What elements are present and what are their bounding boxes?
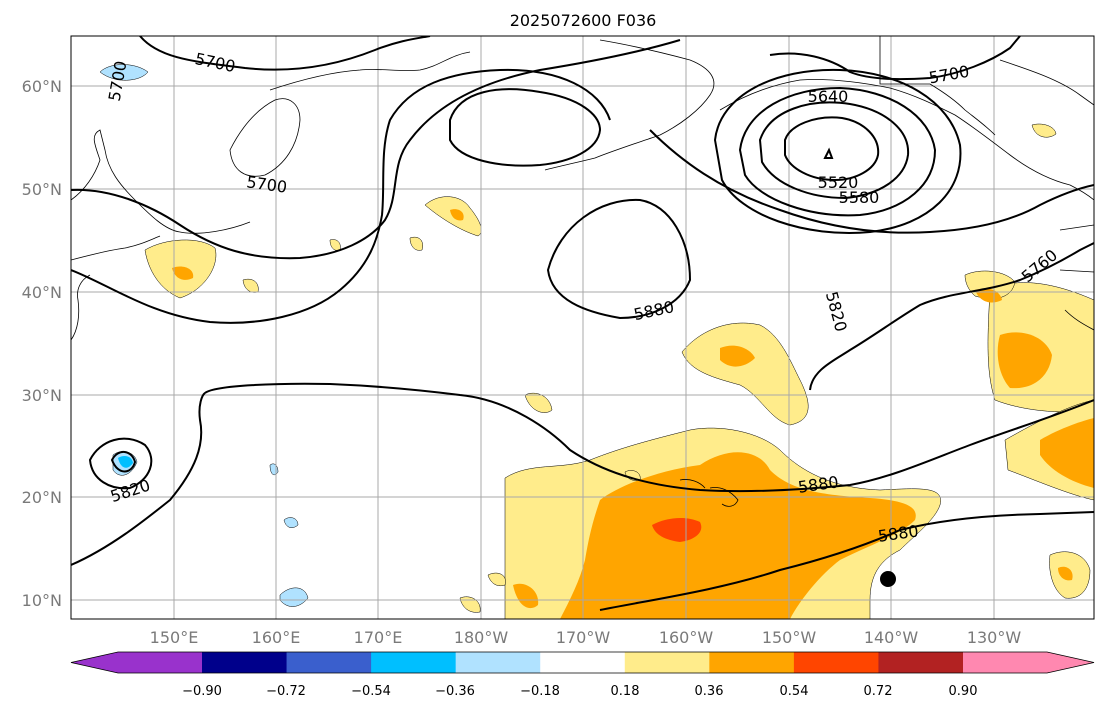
colorbar-outline <box>70 651 1095 674</box>
colorbar-segment <box>286 652 372 673</box>
lat-label: 40°N <box>22 283 62 302</box>
coastlines <box>71 36 1094 507</box>
longitude-labels: 150°E 160°E 170°E 180°W 170°W 160°W 150°… <box>150 628 1022 647</box>
colorbar-segment <box>455 652 541 673</box>
contour-label: 5520 <box>818 173 859 192</box>
lat-label: 50°N <box>22 180 62 199</box>
lon-label: 160°W <box>659 628 714 647</box>
shaded-field-orange <box>172 209 1094 619</box>
colorbar-segment <box>371 652 457 673</box>
gridlines <box>71 36 1094 619</box>
lon-label: 170°E <box>354 628 403 647</box>
shaded-field-red-orange <box>652 518 702 542</box>
colorbar-tick-label: −0.18 <box>520 684 560 699</box>
colorbar-tick-label: 0.18 <box>611 684 640 699</box>
lat-label: 20°N <box>22 488 62 507</box>
shaded-field-blue <box>118 455 133 468</box>
colorbar-segment <box>540 652 626 673</box>
colorbar-tick-label: −0.54 <box>351 684 391 699</box>
lon-label: 170°W <box>556 628 611 647</box>
lat-label: 30°N <box>22 386 62 405</box>
latitude-labels: 60°N 50°N 40°N 30°N 20°N 10°N <box>22 77 62 610</box>
storm-center-dot <box>880 571 896 587</box>
colorbar-tick-label: 0.72 <box>864 684 893 699</box>
colorbar-tick-label: −0.72 <box>266 684 306 699</box>
lon-label: 140°W <box>864 628 919 647</box>
colorbar-tick-label: 0.90 <box>949 684 978 699</box>
colorbar-segment <box>878 652 964 673</box>
contour-label: 5640 <box>808 87 849 106</box>
map-frame <box>70 35 1095 620</box>
colorbar-tick-label: −0.36 <box>435 684 475 699</box>
map-title: 2025072600 F036 <box>510 11 657 30</box>
contour-label: 5580 <box>839 188 880 207</box>
colorbar-segment <box>624 652 710 673</box>
lat-label: 60°N <box>22 77 62 96</box>
colorbar-tick-label: 0.54 <box>780 684 809 699</box>
colorbar-tick-label: −0.90 <box>182 684 222 699</box>
colorbar-extend-high <box>963 652 1094 673</box>
lon-label: 150°W <box>762 628 817 647</box>
colorbar <box>70 651 1095 674</box>
colorbar-segment <box>709 652 795 673</box>
lat-label: 10°N <box>22 591 62 610</box>
colorbar-segment <box>202 652 288 673</box>
colorbar-segment <box>793 652 879 673</box>
colorbar-tick-label: 0.36 <box>695 684 724 699</box>
height-contours <box>71 36 1094 611</box>
lon-label: 130°W <box>967 628 1022 647</box>
lon-label: 160°E <box>252 628 301 647</box>
lon-label: 180°W <box>454 628 509 647</box>
colorbar-tick-labels: −0.90 −0.72 −0.54 −0.36 −0.18 0.18 0.36 … <box>182 684 977 699</box>
lon-label: 150°E <box>150 628 199 647</box>
colorbar-extend-low <box>71 652 202 673</box>
